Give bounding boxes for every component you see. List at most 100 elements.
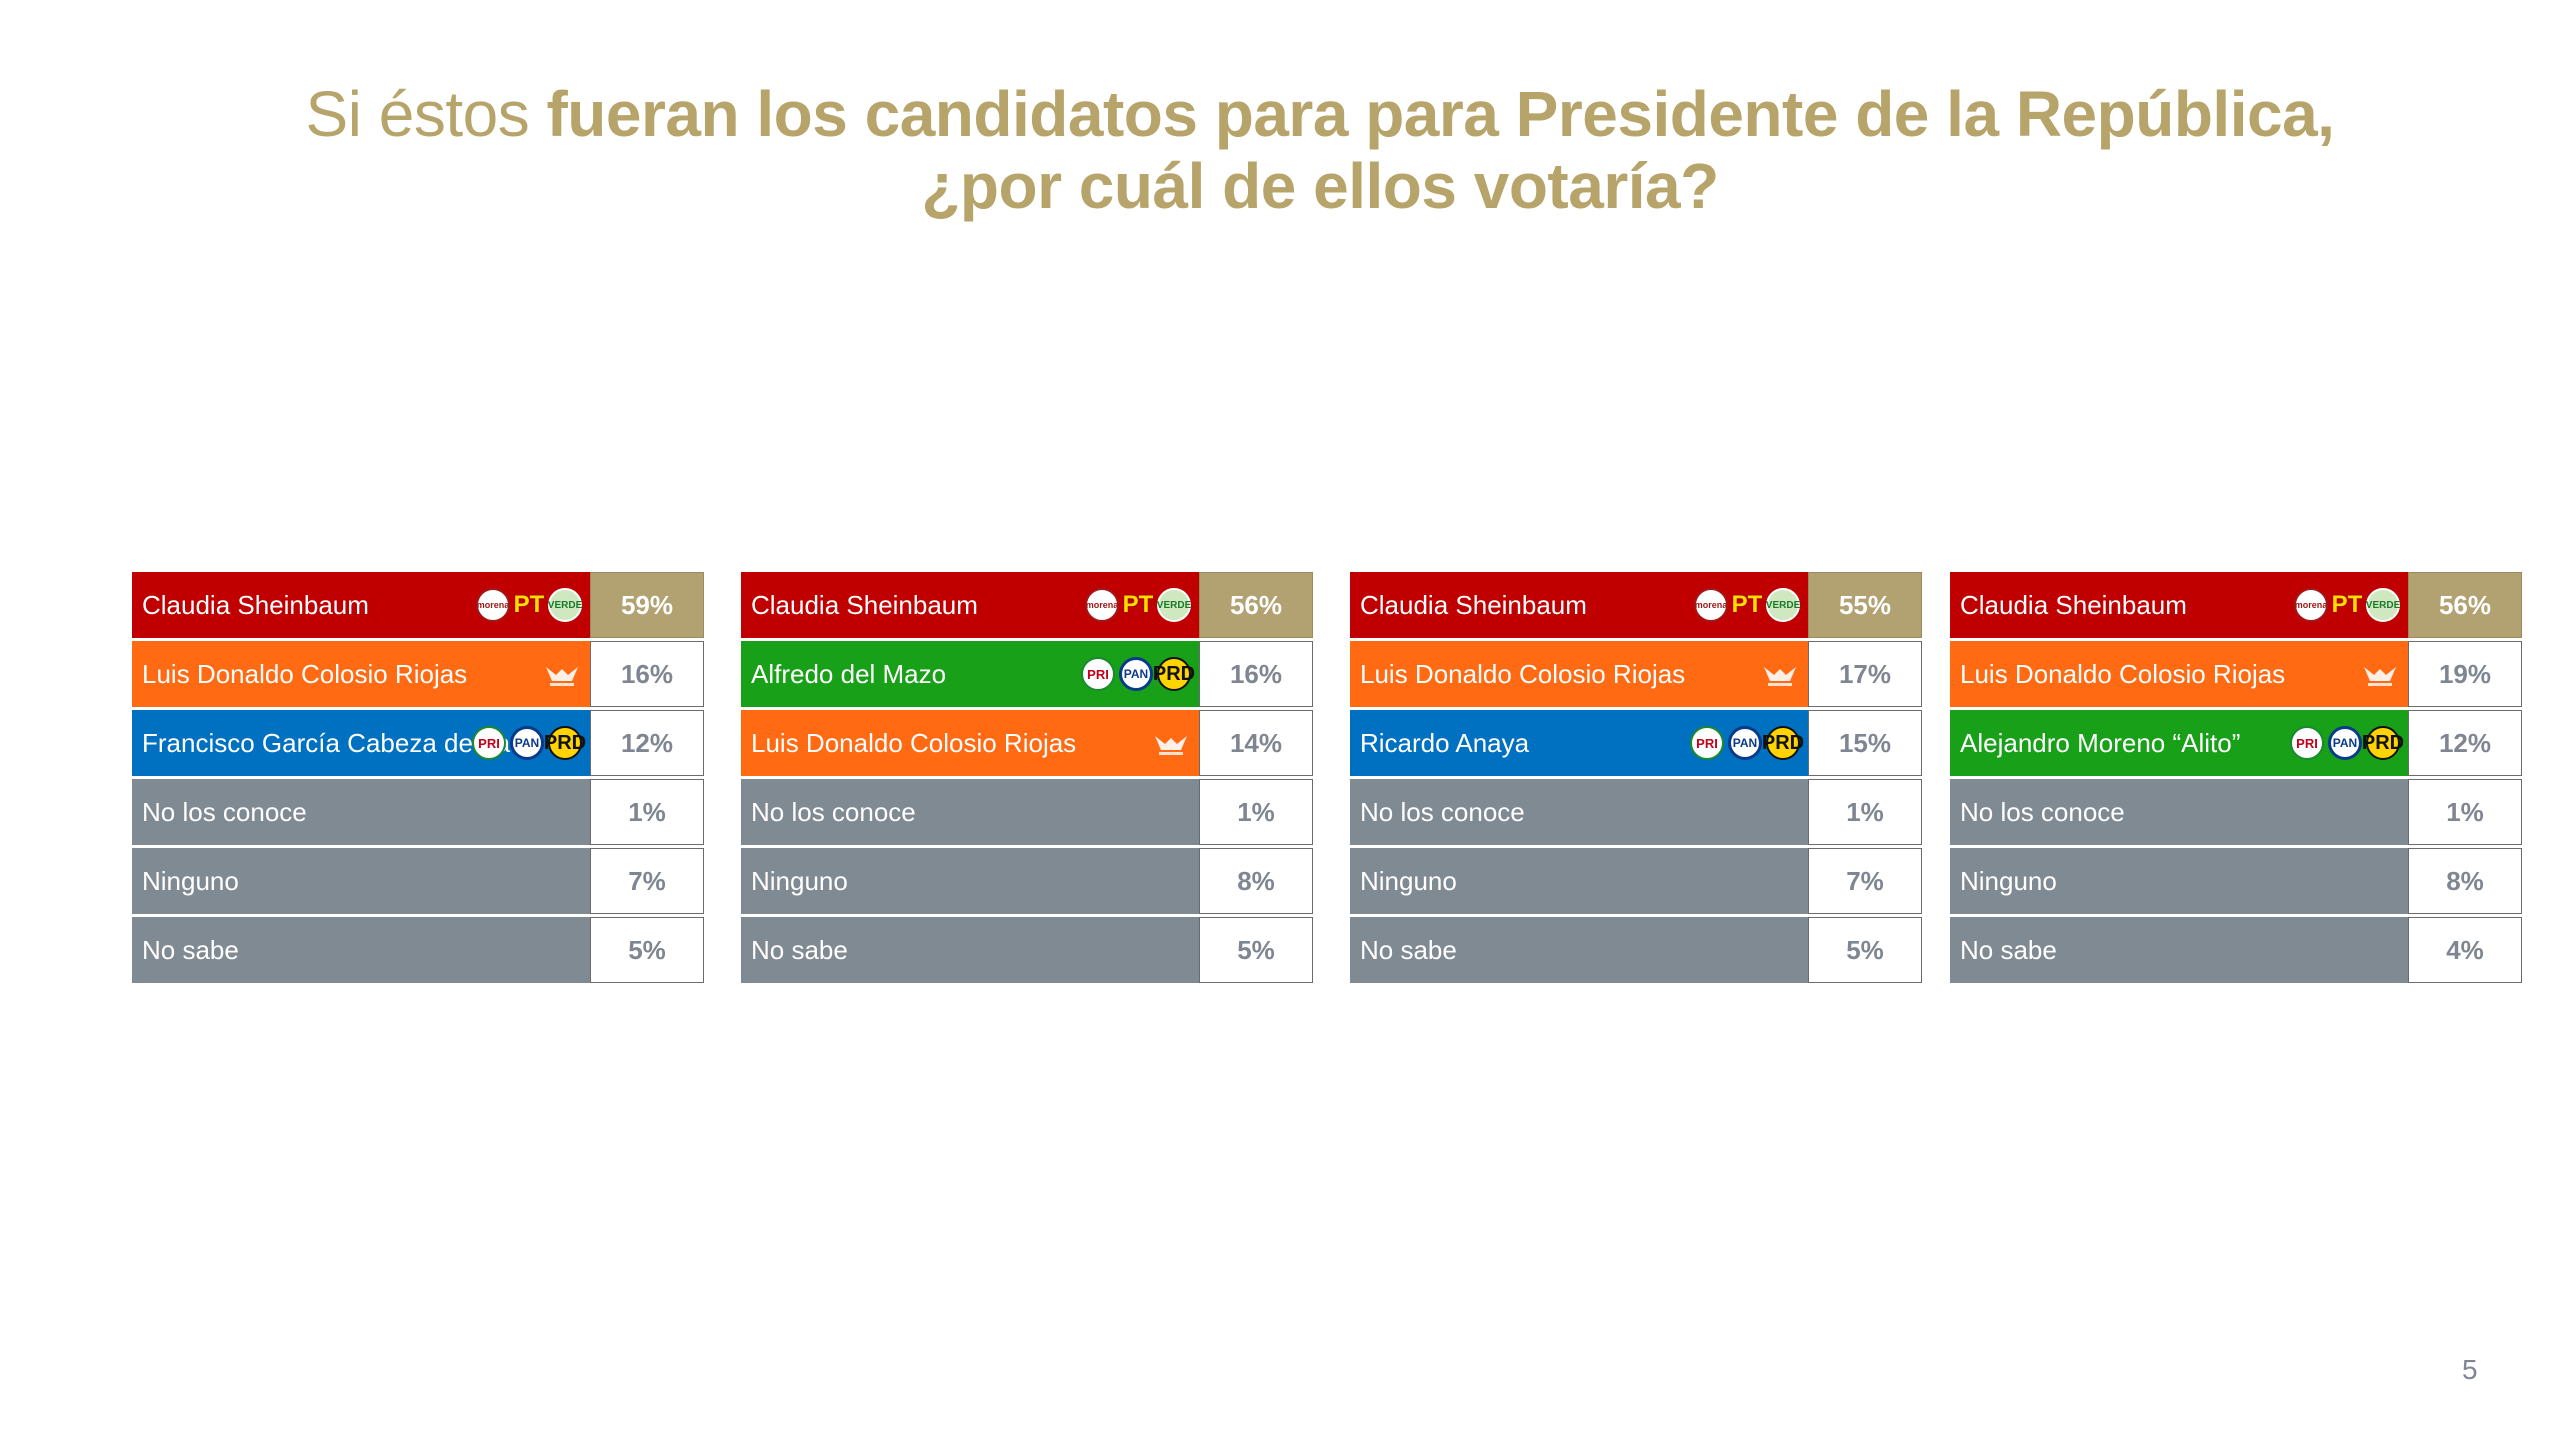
- candidate-name: Ninguno: [751, 865, 848, 896]
- candidate-name: Alejandro Moreno “Alito”: [1960, 727, 2241, 758]
- table-row: Alfredo del Mazo PRI PAN PRD 16%: [741, 641, 1315, 710]
- candidate-name: Ricardo Anaya: [1360, 727, 1530, 758]
- candidate-cell: Luis Donaldo Colosio Riojas: [1950, 641, 2408, 707]
- candidate-cell: No los conoce: [1350, 779, 1808, 845]
- pan-logo-icon: PAN: [510, 726, 544, 760]
- percentage-cell: 1%: [1199, 779, 1313, 845]
- table-row: Claudia Sheinbaum morena PT VERDE 56%: [1950, 572, 2524, 641]
- morena-logo-icon: morena: [476, 588, 510, 622]
- candidate-name: Ninguno: [1360, 865, 1457, 896]
- mc-logo-icon: [542, 657, 582, 691]
- percentage-cell: 5%: [590, 917, 704, 983]
- candidate-name: Luis Donaldo Colosio Riojas: [142, 658, 468, 689]
- pvem-logo-icon: VERDE: [1157, 588, 1191, 622]
- candidate-cell: Luis Donaldo Colosio Riojas: [741, 710, 1199, 776]
- candidate-cell: No los conoce: [741, 779, 1199, 845]
- percentage-cell: 17%: [1808, 641, 1922, 707]
- table-row: No sabe 5%: [1350, 917, 1924, 986]
- table-row: Ninguno 7%: [1350, 848, 1924, 917]
- party-logos: PRI PAN PRD: [472, 726, 586, 760]
- percentage-cell: 8%: [2408, 848, 2522, 914]
- candidate-name: Ninguno: [1960, 865, 2057, 896]
- pri-logo-icon: PRI: [472, 726, 506, 760]
- scenario-table-3: Claudia Sheinbaum morena PT VERDE 55% Luis Do…: [1350, 572, 1924, 986]
- candidate-cell: No los conoce: [1950, 779, 2408, 845]
- candidate-name: Claudia Sheinbaum: [1360, 589, 1587, 620]
- table-row: Luis Donaldo Colosio Riojas 14%: [741, 710, 1315, 779]
- morena-logo-icon: morena: [2294, 588, 2328, 622]
- percentage-cell: 8%: [1199, 848, 1313, 914]
- pri-logo-icon: PRI: [1690, 726, 1724, 760]
- percentage-cell: 19%: [2408, 641, 2522, 707]
- slide-title: Si éstos fueran los candidatos para para…: [0, 78, 2560, 222]
- percentage-cell: 1%: [2408, 779, 2522, 845]
- table-row: Francisco García Cabeza de Vaca PRI PAN PRD…: [132, 710, 706, 779]
- percentage-cell: 12%: [2408, 710, 2522, 776]
- candidate-name: Luis Donaldo Colosio Riojas: [751, 727, 1077, 758]
- table-row: Alejandro Moreno “Alito” PRI PAN PRD 12%: [1950, 710, 2524, 779]
- percentage-cell: 16%: [1199, 641, 1313, 707]
- party-logos: PRI PAN PRD: [2290, 726, 2404, 760]
- candidate-name: No sabe: [1360, 934, 1457, 965]
- title-line-1: Si éstos fueran los candidatos para para…: [0, 78, 2560, 150]
- candidate-name: No sabe: [751, 934, 848, 965]
- party-logos: morena PT VERDE: [476, 588, 582, 622]
- percentage-cell: 5%: [1808, 917, 1922, 983]
- pt-logo-icon: PT: [1731, 591, 1763, 618]
- percentage-cell: 15%: [1808, 710, 1922, 776]
- prd-logo-icon: PRD: [1762, 726, 1804, 760]
- candidate-name: No los conoce: [1960, 796, 2125, 827]
- pvem-logo-icon: VERDE: [548, 588, 582, 622]
- percentage-cell: 7%: [1808, 848, 1922, 914]
- candidate-name: Claudia Sheinbaum: [142, 589, 369, 620]
- morena-logo-icon: morena: [1085, 588, 1119, 622]
- table-row: No los conoce 1%: [132, 779, 706, 848]
- candidate-name: Claudia Sheinbaum: [1960, 589, 2187, 620]
- party-logos: morena PT VERDE: [1694, 588, 1800, 622]
- percentage-cell: 56%: [1199, 572, 1313, 638]
- mc-logo-icon: [1151, 726, 1191, 760]
- party-logos: [1151, 726, 1191, 760]
- candidate-cell: Ninguno: [741, 848, 1199, 914]
- candidate-cell: No sabe: [1350, 917, 1808, 983]
- candidate-name: No los conoce: [751, 796, 916, 827]
- candidate-cell: Alejandro Moreno “Alito” PRI PAN PRD: [1950, 710, 2408, 776]
- candidate-cell: Alfredo del Mazo PRI PAN PRD: [741, 641, 1199, 707]
- percentage-cell: 59%: [590, 572, 704, 638]
- candidate-name: Alfredo del Mazo: [751, 658, 947, 689]
- pri-logo-icon: PRI: [2290, 726, 2324, 760]
- candidate-cell: Claudia Sheinbaum morena PT VERDE: [1950, 572, 2408, 638]
- candidate-name: No los conoce: [1360, 796, 1525, 827]
- pvem-logo-icon: VERDE: [2366, 588, 2400, 622]
- candidate-cell: Luis Donaldo Colosio Riojas: [132, 641, 590, 707]
- table-row: Ninguno 8%: [1950, 848, 2524, 917]
- percentage-cell: 55%: [1808, 572, 1922, 638]
- pt-logo-icon: PT: [513, 591, 545, 618]
- party-logos: [2360, 657, 2400, 691]
- table-row: No los conoce 1%: [741, 779, 1315, 848]
- scenario-table-4: Claudia Sheinbaum morena PT VERDE 56% Luis Do…: [1950, 572, 2524, 986]
- pt-logo-icon: PT: [2331, 591, 2363, 618]
- mc-logo-icon: [1760, 657, 1800, 691]
- candidate-cell: Francisco García Cabeza de Vaca PRI PAN PRD: [132, 710, 590, 776]
- prd-logo-icon: PRD: [1153, 657, 1195, 691]
- prd-logo-icon: PRD: [544, 726, 586, 760]
- pvem-logo-icon: VERDE: [1766, 588, 1800, 622]
- percentage-cell: 1%: [590, 779, 704, 845]
- mc-logo-icon: [2360, 657, 2400, 691]
- prd-logo-icon: PRD: [2362, 726, 2404, 760]
- candidate-name: Ninguno: [142, 865, 239, 896]
- candidate-name: Francisco García Cabeza de Vaca: [142, 727, 538, 758]
- party-logos: PRI PAN PRD: [1081, 657, 1195, 691]
- table-row: Claudia Sheinbaum morena PT VERDE 55%: [1350, 572, 1924, 641]
- title-line-2: ¿por cuál de ellos votaría?: [921, 150, 1719, 222]
- party-logos: PRI PAN PRD: [1690, 726, 1804, 760]
- candidate-cell: Ninguno: [1350, 848, 1808, 914]
- percentage-cell: 1%: [1808, 779, 1922, 845]
- candidate-cell: No los conoce: [132, 779, 590, 845]
- candidate-name: No sabe: [142, 934, 239, 965]
- percentage-cell: 5%: [1199, 917, 1313, 983]
- percentage-cell: 14%: [1199, 710, 1313, 776]
- candidate-cell: Claudia Sheinbaum morena PT VERDE: [1350, 572, 1808, 638]
- page-number: 5: [2462, 1354, 2478, 1385]
